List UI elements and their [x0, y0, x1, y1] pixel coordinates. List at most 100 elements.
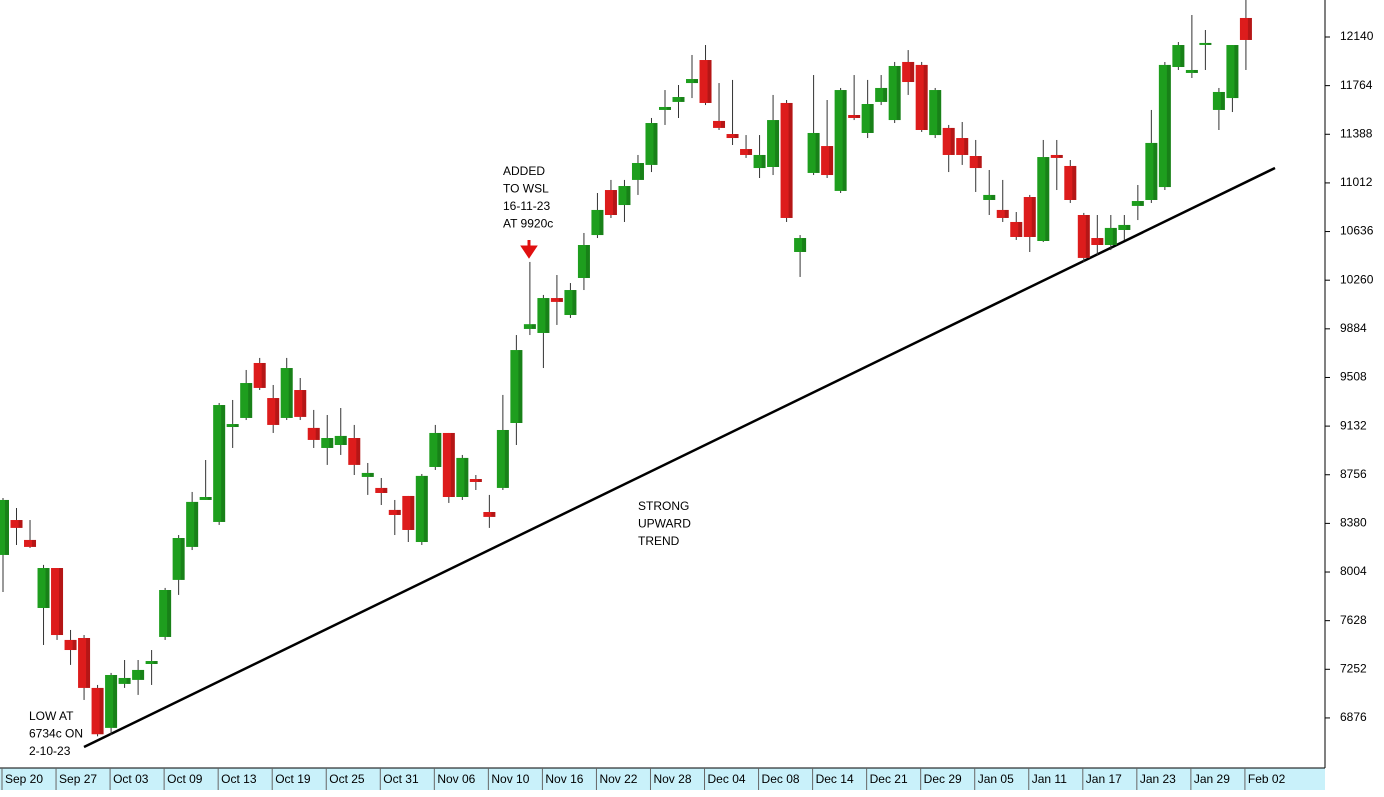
y-tick-label: 7628	[1340, 613, 1367, 627]
candle-shade	[802, 238, 807, 252]
candle-shade	[153, 661, 158, 664]
candle-body	[577, 245, 590, 278]
x-tick-label: Dec 08	[762, 772, 800, 786]
candle-shade	[910, 61, 915, 83]
x-tick-label: Nov 22	[599, 772, 637, 786]
candle-body	[523, 324, 536, 329]
candle-shade	[626, 186, 631, 206]
y-tick-label: 9132	[1340, 418, 1367, 432]
candle-body	[969, 156, 982, 169]
candle-shade	[666, 106, 671, 110]
x-tick-label: Jan 17	[1086, 772, 1122, 786]
candle-body	[334, 435, 347, 445]
candle-body	[469, 479, 482, 482]
candle-body	[591, 209, 604, 236]
candle-shade	[1045, 157, 1050, 241]
candle-shade	[748, 149, 753, 155]
candle-shade	[1018, 221, 1023, 237]
candle-shade	[45, 568, 50, 608]
candle-body	[429, 432, 442, 467]
candle-body	[780, 102, 793, 218]
x-tick-label: Jan 29	[1194, 772, 1230, 786]
x-tick-label: Oct 03	[113, 772, 149, 786]
x-tick-label: Oct 13	[221, 772, 257, 786]
annotation: 6734c ON	[29, 727, 83, 741]
candle-shade	[1126, 224, 1131, 230]
candle-body	[1239, 17, 1252, 40]
candle-body	[1104, 227, 1117, 246]
candle-shade	[815, 132, 820, 173]
annotation: TREND	[638, 534, 680, 548]
candle-body	[713, 120, 726, 128]
candle-body	[645, 123, 658, 165]
candle-shade	[5, 499, 9, 555]
candle-shade	[1085, 214, 1090, 258]
candle-body	[388, 509, 401, 515]
candle-shade	[734, 134, 739, 139]
candle-shade	[464, 457, 469, 497]
candle-body	[861, 104, 874, 133]
candle-body	[78, 637, 91, 688]
candle-body	[415, 475, 428, 543]
x-tick-label: Nov 16	[545, 772, 583, 786]
candle-body	[848, 114, 861, 118]
candle-shade	[1166, 64, 1171, 188]
candle-shade	[288, 368, 293, 418]
y-tick-label: 8380	[1340, 516, 1367, 530]
candle-body	[442, 432, 455, 497]
annotation: TO WSL	[503, 182, 549, 196]
candle-shade	[342, 435, 347, 445]
candle-shade	[329, 438, 334, 448]
candle-body	[483, 512, 496, 517]
candle-body	[1158, 64, 1171, 188]
annotation: 16-11-23	[503, 199, 550, 213]
candle-body	[510, 350, 523, 424]
candle-body	[64, 639, 77, 651]
candle-shade	[32, 539, 37, 547]
arrow	[520, 240, 538, 259]
candle-body	[10, 520, 23, 528]
candle-body	[186, 501, 199, 547]
candle-shade	[261, 362, 266, 388]
candle-body	[753, 154, 766, 169]
x-tick-label: Nov 10	[491, 772, 529, 786]
candle-body	[51, 568, 64, 636]
x-tick-label: Sep 20	[5, 772, 43, 786]
candle-shade	[950, 127, 955, 155]
candle-body	[172, 538, 185, 580]
candle-shade	[437, 432, 442, 467]
candle-body	[604, 190, 617, 215]
candle-shade	[788, 102, 793, 218]
candle-body	[821, 146, 834, 176]
trend-line	[83, 166, 1276, 749]
candle-body	[983, 194, 996, 200]
candle-body	[726, 134, 739, 139]
candle-body	[875, 87, 888, 102]
annotation: 2-10-23	[29, 744, 71, 758]
y-tick-label: 7252	[1340, 661, 1367, 675]
candle-shade	[572, 290, 577, 315]
candle-shade	[1031, 197, 1036, 237]
x-tick-label: Jan 23	[1140, 772, 1176, 786]
candle-shade	[829, 146, 834, 176]
candle-shade	[356, 438, 361, 465]
candle-shade	[221, 405, 226, 522]
candle-shade	[383, 487, 388, 493]
candle-body	[402, 495, 415, 530]
candle-shade	[1139, 201, 1144, 206]
x-tick-label: Dec 21	[870, 772, 908, 786]
candle-body	[456, 457, 469, 497]
candle-body	[199, 496, 212, 500]
candle-body	[159, 590, 172, 637]
candle-shade	[1234, 45, 1239, 99]
candle-shade	[1153, 142, 1158, 200]
candle-shade	[248, 383, 253, 418]
candle-shade	[896, 65, 901, 121]
candle-shade	[856, 114, 861, 118]
candle-body	[942, 127, 955, 155]
candle-shade	[842, 90, 847, 191]
candle-shade	[964, 138, 969, 155]
candle-shade	[99, 687, 104, 735]
